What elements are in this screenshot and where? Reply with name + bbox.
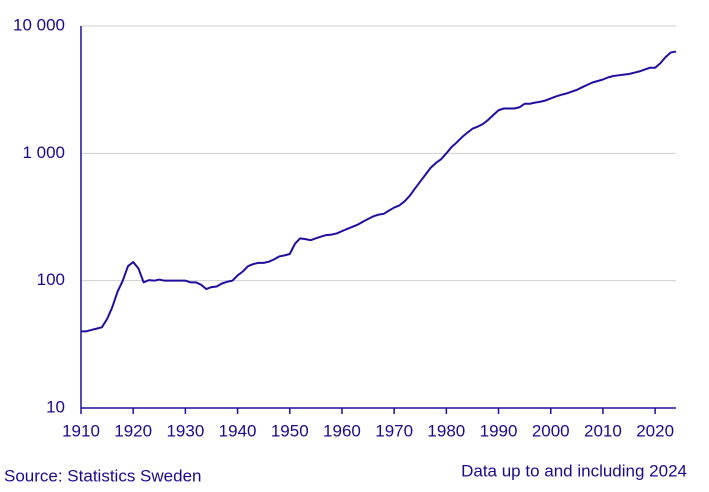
x-tick-label: 1960 xyxy=(323,421,361,440)
x-tick-label: 1910 xyxy=(62,421,100,440)
y-tick-label: 10 xyxy=(46,397,65,416)
source: Source: Statistics Sweden xyxy=(4,466,201,485)
data-line xyxy=(81,50,677,333)
y-tick-label: 1 000 xyxy=(22,143,65,162)
y-tick-label: 100 xyxy=(37,270,65,289)
x-tick-label: 1990 xyxy=(480,421,518,440)
x-tick-label: 1940 xyxy=(219,421,257,440)
x-tick-label: 1920 xyxy=(114,421,152,440)
x-tick-label: 2010 xyxy=(584,421,622,440)
x-tick-label: 1970 xyxy=(375,421,413,440)
x-tick-label: 2000 xyxy=(532,421,570,440)
note: Data up to and including 2024 xyxy=(461,461,687,480)
x-tick-label: 1980 xyxy=(427,421,465,440)
x-tick-label: 1930 xyxy=(166,421,204,440)
x-tick-label: 1950 xyxy=(271,421,309,440)
x-tick-label: 2020 xyxy=(636,421,674,440)
y-tick-label: 10 000 xyxy=(13,15,65,34)
